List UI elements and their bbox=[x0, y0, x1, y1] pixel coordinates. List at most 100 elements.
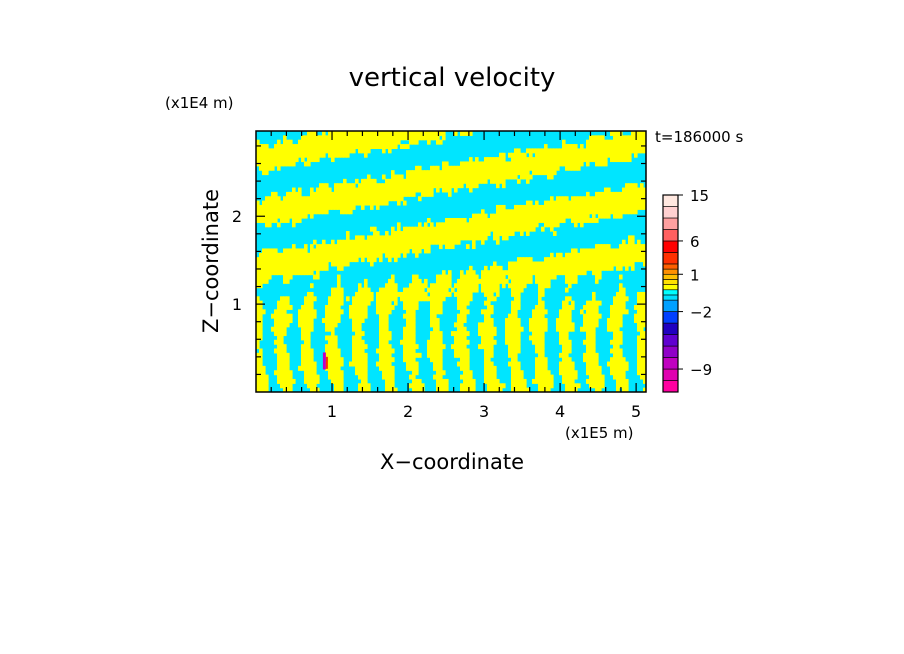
field-cell-positive bbox=[376, 348, 380, 354]
field-cell-positive bbox=[409, 139, 413, 145]
field-cell-positive bbox=[541, 291, 545, 297]
field-cell-positive bbox=[328, 352, 332, 358]
field-cell-positive bbox=[610, 209, 614, 215]
field-cell-positive bbox=[415, 291, 419, 297]
field-cell-positive bbox=[619, 248, 623, 254]
field-cell-positive bbox=[610, 139, 614, 145]
field-cell-positive bbox=[388, 309, 392, 315]
field-cell-positive bbox=[610, 157, 614, 163]
field-cell-positive bbox=[643, 252, 646, 258]
field-cell-positive bbox=[382, 352, 386, 358]
field-cell-positive bbox=[604, 213, 608, 219]
field-cell-positive bbox=[616, 265, 620, 271]
colorbar-bin bbox=[662, 299, 679, 312]
field-cell-positive bbox=[451, 170, 455, 176]
field-cell-positive bbox=[565, 152, 569, 158]
field-cell-positive bbox=[499, 270, 503, 276]
field-cell-positive bbox=[532, 318, 536, 323]
field-cell-positive bbox=[595, 357, 599, 363]
field-cell-positive bbox=[265, 148, 269, 154]
field-cell-positive bbox=[337, 239, 341, 245]
field-cell-positive bbox=[640, 131, 644, 136]
field-cell-positive bbox=[406, 335, 410, 341]
field-cell-positive bbox=[427, 139, 431, 145]
field-cell-positive bbox=[625, 144, 629, 149]
field-cell-positive bbox=[589, 370, 593, 376]
field-cell-positive bbox=[643, 139, 646, 145]
field-cell-positive bbox=[388, 191, 392, 197]
field-cell-positive bbox=[481, 165, 485, 171]
field-cell-positive bbox=[544, 318, 548, 323]
field-cell-positive bbox=[532, 322, 536, 328]
field-cell-positive bbox=[592, 152, 596, 158]
field-cell-positive bbox=[586, 322, 590, 328]
field-cell-positive bbox=[469, 270, 473, 276]
field-cell-positive bbox=[562, 265, 566, 271]
field-cell-positive bbox=[364, 196, 368, 202]
field-cell-positive bbox=[508, 361, 512, 367]
field-cell-positive bbox=[307, 352, 311, 358]
field-cell-positive bbox=[538, 326, 542, 332]
field-cell-positive bbox=[487, 174, 491, 180]
field-cell-positive bbox=[568, 339, 572, 345]
field-cell-positive bbox=[331, 313, 335, 319]
colorbar-bin bbox=[662, 380, 679, 393]
field-cell-positive bbox=[565, 365, 569, 371]
field-cell-positive bbox=[568, 383, 572, 389]
field-cell-positive bbox=[310, 387, 314, 392]
field-cell-positive bbox=[280, 322, 284, 328]
field-cell-positive bbox=[565, 278, 569, 284]
field-cell-positive bbox=[283, 331, 287, 337]
field-cell-positive bbox=[283, 361, 287, 367]
field-cell-positive bbox=[454, 239, 458, 245]
field-cell-positive bbox=[376, 200, 380, 206]
field-cell-positive bbox=[499, 278, 503, 284]
field-cell-positive bbox=[292, 378, 296, 384]
field-cell-positive bbox=[424, 222, 428, 228]
field-cell-positive bbox=[406, 331, 410, 337]
field-cell-positive bbox=[511, 370, 515, 376]
field-cell-positive bbox=[559, 196, 563, 202]
field-cell-positive bbox=[490, 165, 494, 171]
field-cell-positive bbox=[571, 278, 575, 284]
field-cell-positive bbox=[304, 261, 308, 267]
field-cell-positive bbox=[475, 274, 479, 280]
field-cell-positive bbox=[613, 248, 617, 254]
field-cell-positive bbox=[307, 370, 311, 376]
field-cell-positive bbox=[478, 165, 482, 171]
field-cell-positive bbox=[385, 231, 389, 236]
field-cell-positive bbox=[535, 378, 539, 384]
field-cell-positive bbox=[328, 131, 332, 136]
field-cell-positive bbox=[616, 148, 620, 154]
field-cell-positive bbox=[382, 339, 386, 345]
field-cell-positive bbox=[307, 296, 311, 302]
field-cell-positive bbox=[598, 144, 602, 149]
field-cell-positive bbox=[565, 344, 569, 350]
field-cell-positive bbox=[436, 274, 440, 280]
field-cell-positive bbox=[304, 161, 308, 167]
field-cell-positive bbox=[538, 313, 542, 319]
field-cell-positive bbox=[427, 339, 431, 345]
field-cell-positive bbox=[487, 335, 491, 341]
field-cell-positive bbox=[457, 283, 461, 289]
field-cell-positive bbox=[388, 257, 392, 263]
field-cell-positive bbox=[604, 204, 608, 210]
field-cell-positive bbox=[388, 283, 392, 289]
field-cell-positive bbox=[622, 187, 626, 193]
field-cell-positive bbox=[346, 152, 350, 158]
field-cell-positive bbox=[406, 326, 410, 332]
field-cell-positive bbox=[568, 144, 572, 149]
field-cell-positive bbox=[586, 370, 590, 376]
field-cell-positive bbox=[343, 148, 347, 154]
field-cell-positive bbox=[598, 148, 602, 154]
field-cell-positive bbox=[286, 270, 290, 276]
field-cell-positive bbox=[355, 339, 359, 345]
field-cell-positive bbox=[625, 252, 629, 258]
field-cell-positive bbox=[634, 187, 638, 193]
field-cell-positive bbox=[541, 374, 545, 380]
field-cell-positive bbox=[430, 178, 434, 184]
field-cell-positive bbox=[331, 261, 335, 267]
field-cell-positive bbox=[352, 305, 356, 310]
field-cell-positive bbox=[265, 387, 269, 392]
field-cell-positive bbox=[412, 187, 416, 193]
